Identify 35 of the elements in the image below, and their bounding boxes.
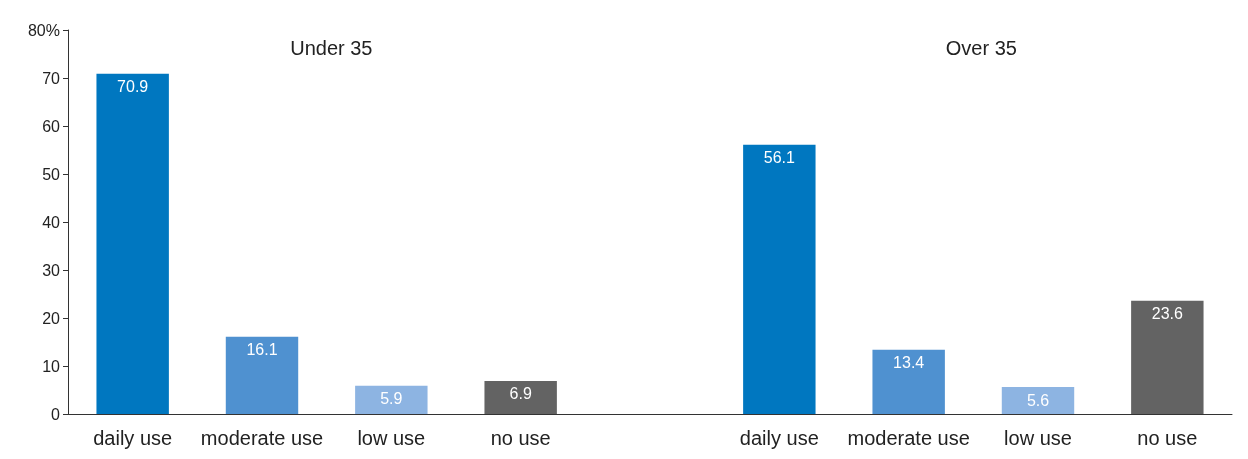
x-tick-label: moderate use [847, 427, 970, 449]
data-label: 5.6 [1026, 391, 1050, 409]
data-label: 16.1 [246, 341, 278, 359]
y-tick-label: 30 [42, 261, 61, 279]
x-tick-label: low use [1004, 427, 1072, 449]
x-tick-label: moderate use [200, 427, 324, 449]
y-tick-label: 20 [42, 309, 61, 327]
bar [225, 336, 299, 414]
x-tick-label: daily use [93, 427, 173, 449]
x-tick-label: no use [1137, 427, 1198, 449]
data-label: 6.9 [509, 385, 532, 403]
y-tick-label: 50 [42, 165, 61, 183]
bar [355, 385, 428, 414]
y-tick-label: 0 [51, 405, 61, 423]
y-tick-label: 70 [42, 69, 61, 87]
x-tick-label: low use [357, 427, 426, 449]
y-tick-label: 60 [42, 117, 61, 135]
bar [484, 380, 557, 414]
y-tick-label: 10 [42, 357, 61, 375]
x-tick-label: no use [490, 427, 551, 449]
x-tick-label: daily use [739, 427, 819, 449]
data-label: 70.9 [117, 78, 149, 96]
data-label: 5.9 [380, 390, 403, 408]
bar [743, 144, 816, 414]
y-tick-label: 40 [42, 213, 61, 231]
bar [1131, 300, 1204, 414]
bar [872, 349, 945, 414]
bar [1001, 387, 1075, 414]
data-label: 23.6 [1151, 305, 1184, 323]
data-label: 56.1 [763, 149, 796, 167]
data-label: 13.4 [893, 354, 925, 372]
y-tick-label: 80% [27, 21, 60, 39]
annotation: Over 35 [945, 37, 1017, 59]
bar [96, 73, 169, 414]
annotation: Under 35 [290, 37, 373, 59]
